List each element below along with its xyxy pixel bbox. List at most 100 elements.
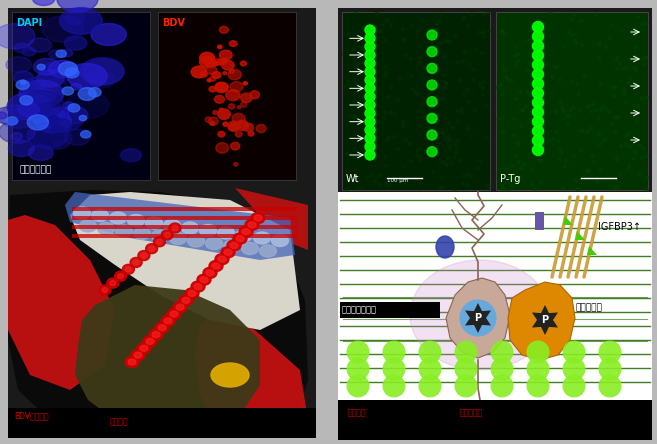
Circle shape	[411, 88, 414, 91]
Ellipse shape	[244, 123, 254, 131]
Circle shape	[478, 31, 481, 34]
Circle shape	[451, 126, 454, 129]
Circle shape	[378, 120, 382, 123]
Circle shape	[592, 161, 595, 163]
Ellipse shape	[245, 219, 259, 230]
Circle shape	[365, 67, 375, 77]
Ellipse shape	[74, 207, 91, 219]
Circle shape	[401, 28, 405, 31]
Circle shape	[616, 155, 618, 159]
Circle shape	[533, 21, 543, 32]
Ellipse shape	[206, 238, 223, 250]
Circle shape	[616, 56, 619, 59]
Circle shape	[419, 182, 422, 185]
Circle shape	[363, 123, 366, 126]
Ellipse shape	[130, 258, 142, 267]
Circle shape	[525, 105, 528, 108]
Circle shape	[635, 69, 638, 71]
Circle shape	[599, 169, 602, 172]
Circle shape	[646, 176, 649, 179]
Circle shape	[447, 40, 450, 43]
Circle shape	[368, 89, 371, 91]
Circle shape	[455, 151, 457, 154]
Circle shape	[537, 93, 540, 96]
Circle shape	[365, 33, 375, 44]
Circle shape	[612, 87, 614, 89]
Ellipse shape	[254, 232, 271, 244]
Ellipse shape	[214, 62, 219, 65]
Circle shape	[439, 20, 442, 23]
Circle shape	[524, 40, 527, 44]
Circle shape	[530, 133, 533, 136]
Circle shape	[501, 93, 504, 96]
Circle shape	[540, 159, 543, 163]
Circle shape	[637, 105, 640, 108]
Circle shape	[634, 86, 637, 89]
Circle shape	[365, 83, 375, 93]
Ellipse shape	[140, 345, 148, 351]
Ellipse shape	[32, 0, 55, 5]
Ellipse shape	[260, 245, 277, 257]
Circle shape	[603, 138, 606, 141]
Circle shape	[347, 32, 350, 35]
Ellipse shape	[436, 236, 454, 258]
Ellipse shape	[234, 163, 238, 166]
Circle shape	[527, 341, 549, 363]
Circle shape	[390, 24, 393, 27]
Ellipse shape	[91, 24, 126, 45]
Ellipse shape	[224, 249, 232, 255]
Circle shape	[559, 101, 562, 104]
Circle shape	[533, 40, 543, 52]
Circle shape	[371, 174, 374, 176]
Ellipse shape	[240, 93, 252, 103]
Circle shape	[455, 143, 457, 147]
Polygon shape	[587, 246, 597, 255]
Ellipse shape	[216, 143, 229, 153]
Ellipse shape	[215, 254, 229, 265]
Ellipse shape	[231, 143, 240, 150]
Circle shape	[378, 183, 381, 186]
Ellipse shape	[127, 214, 145, 226]
Circle shape	[432, 171, 434, 174]
Bar	[338, 400, 652, 440]
Circle shape	[442, 160, 444, 163]
Polygon shape	[8, 215, 115, 390]
Circle shape	[533, 50, 543, 61]
Circle shape	[567, 115, 570, 118]
Circle shape	[456, 139, 459, 142]
Ellipse shape	[242, 242, 258, 254]
Ellipse shape	[169, 223, 181, 233]
Circle shape	[644, 56, 647, 59]
Circle shape	[510, 79, 513, 82]
Bar	[72, 234, 297, 238]
Circle shape	[384, 182, 388, 186]
Bar	[338, 192, 652, 402]
Circle shape	[352, 48, 355, 51]
Circle shape	[516, 60, 520, 63]
Circle shape	[555, 131, 558, 134]
Circle shape	[389, 112, 392, 115]
Ellipse shape	[229, 70, 235, 73]
Ellipse shape	[219, 108, 223, 111]
Ellipse shape	[251, 213, 265, 223]
Circle shape	[491, 375, 513, 397]
Circle shape	[390, 111, 393, 114]
Ellipse shape	[158, 325, 166, 331]
Circle shape	[569, 109, 572, 112]
Circle shape	[463, 93, 466, 96]
Circle shape	[508, 177, 511, 179]
Circle shape	[374, 44, 378, 48]
Circle shape	[447, 147, 451, 151]
Ellipse shape	[204, 58, 216, 67]
Circle shape	[562, 45, 565, 48]
Circle shape	[365, 50, 375, 60]
Circle shape	[454, 188, 457, 191]
Polygon shape	[75, 285, 260, 432]
Circle shape	[376, 91, 379, 93]
Circle shape	[460, 107, 463, 111]
Circle shape	[455, 341, 477, 363]
Ellipse shape	[66, 92, 108, 119]
Ellipse shape	[37, 64, 45, 70]
Ellipse shape	[49, 116, 58, 122]
Polygon shape	[563, 216, 573, 225]
